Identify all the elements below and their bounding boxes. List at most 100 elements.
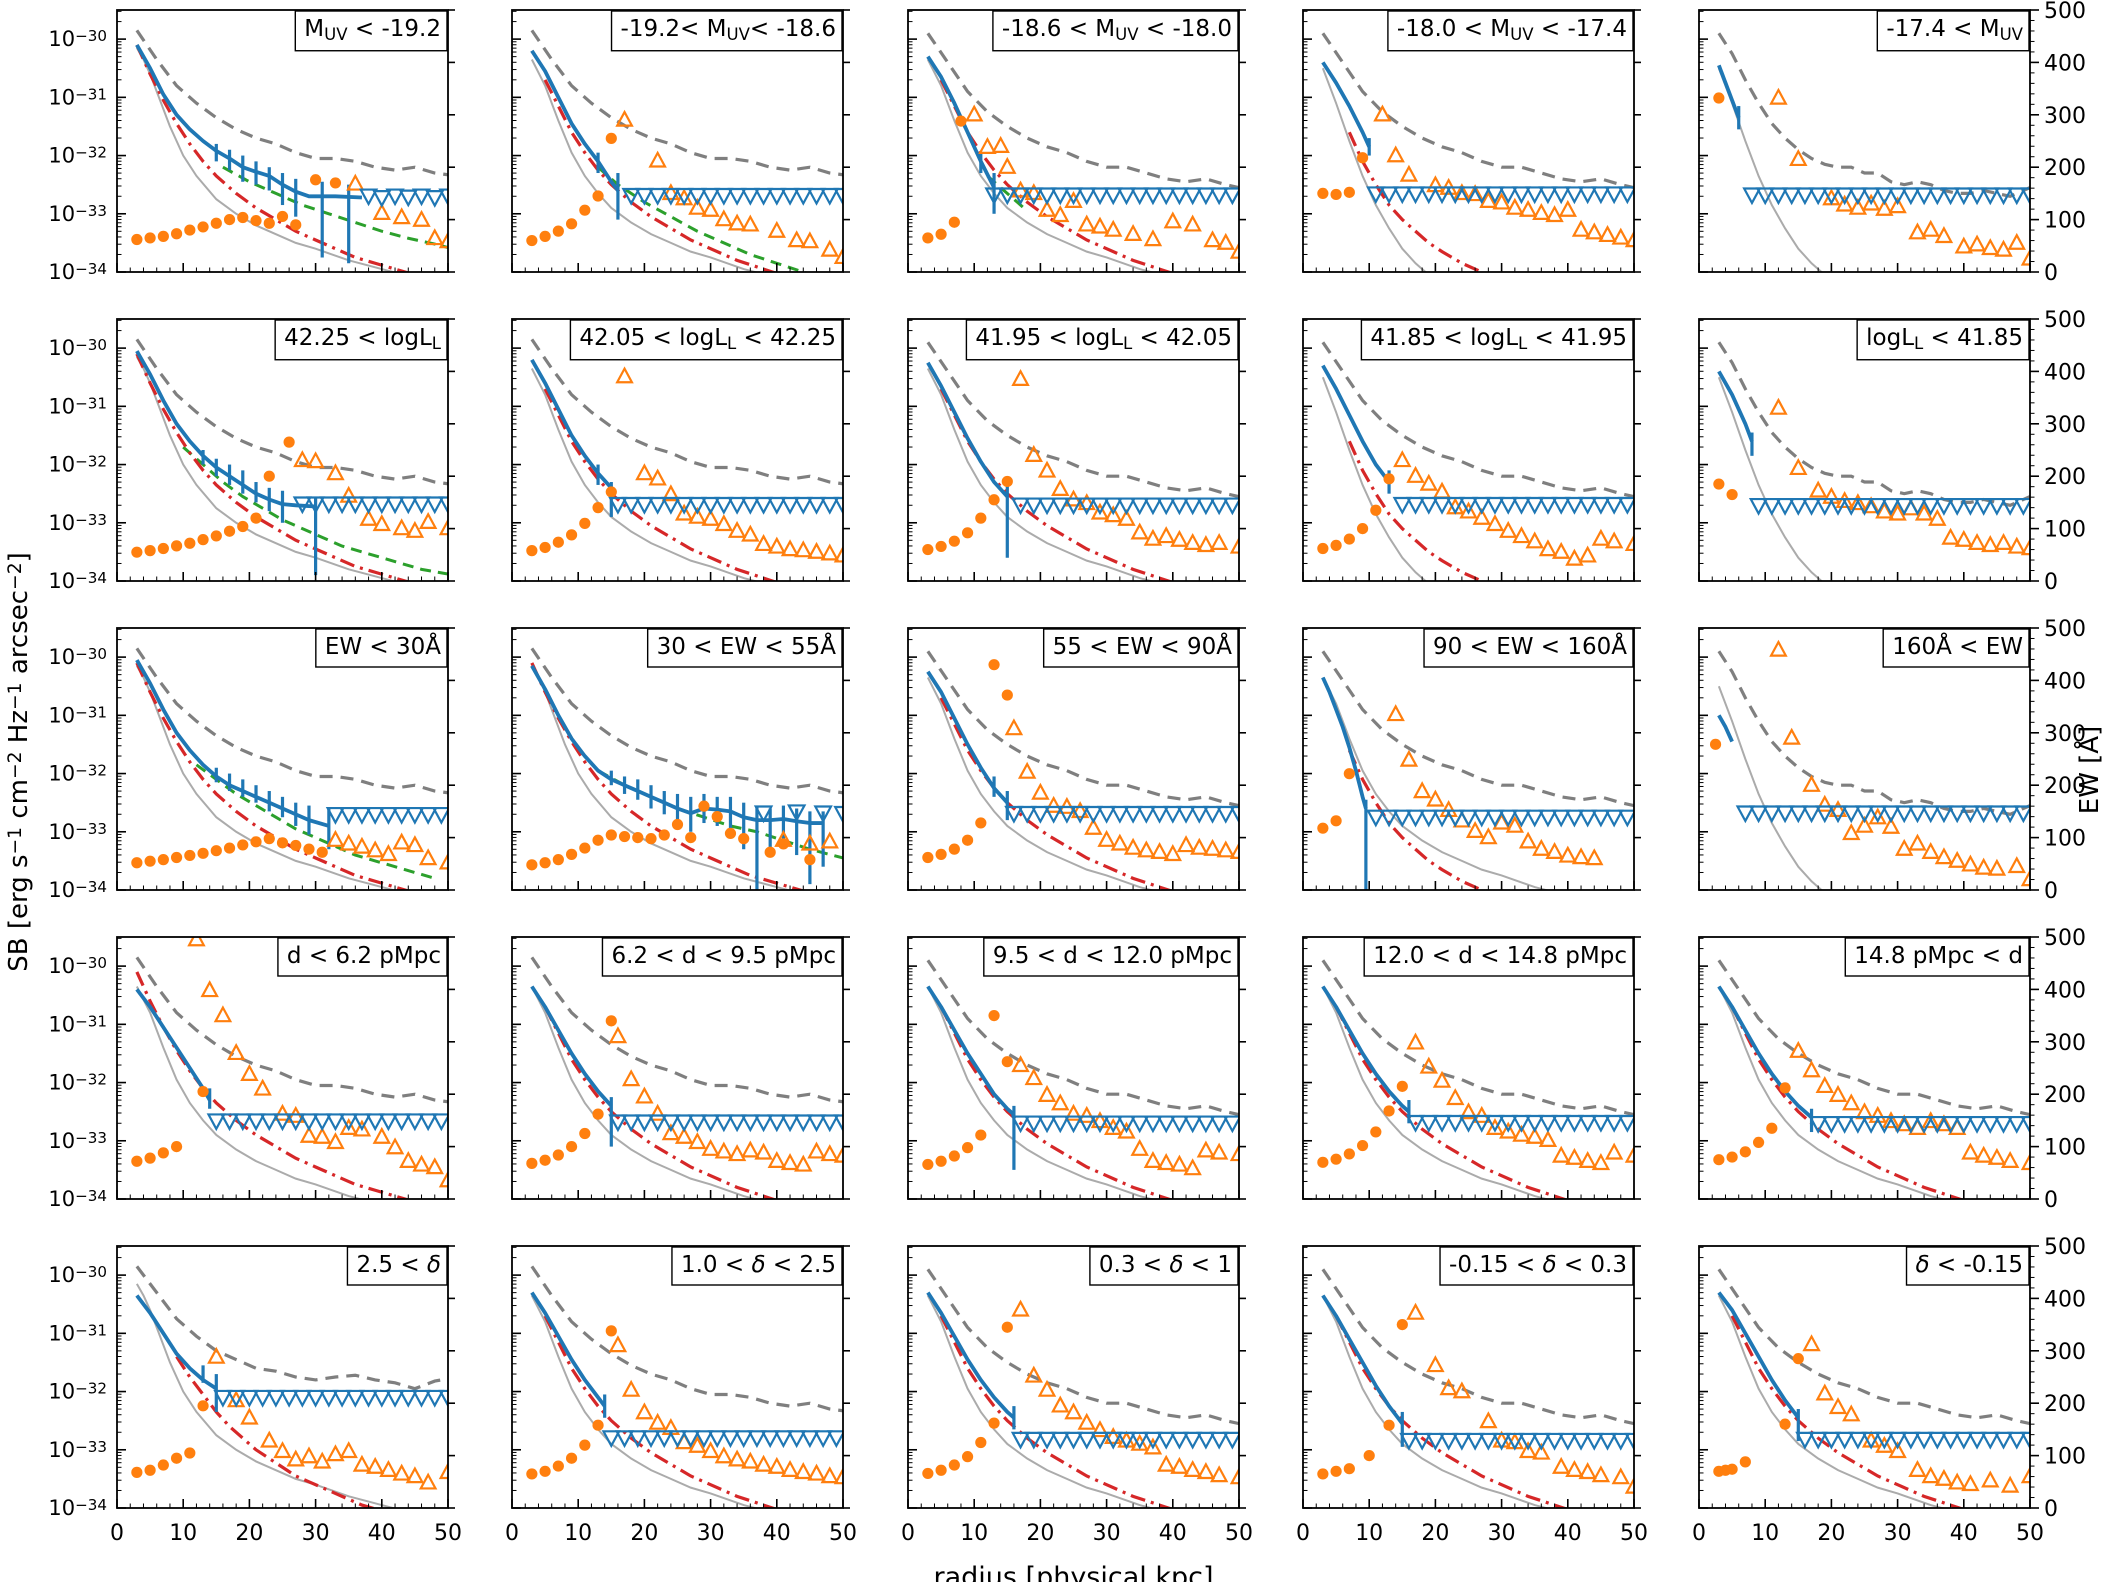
ew-triangle-up-marker	[1888, 503, 1907, 521]
ew-dot-marker	[157, 1459, 169, 1471]
ew-limit-triangle-down-marker	[1182, 1115, 1203, 1134]
ew-triangle-up-marker	[1505, 815, 1525, 833]
panel-plot-area	[1317, 650, 1634, 890]
ew-dot-marker	[961, 1142, 974, 1154]
ew-limit-triangle-down-marker	[661, 1114, 681, 1133]
ew-limit-triangle-down-marker	[438, 496, 448, 515]
panel-4-1: 1.0 < δ < 2.5 0 10 20 30 40 50	[505, 1245, 857, 1546]
panel-title: 42.25 < logLL	[284, 325, 442, 353]
psf-line	[926, 986, 1155, 1199]
sb-profile-blue-line	[926, 361, 1009, 498]
y-right-tick-label: 500	[2044, 1235, 2086, 1260]
ew-limit-triangle-down-marker	[734, 1430, 754, 1449]
ew-triangle-up-marker	[1216, 840, 1235, 858]
x-tick-label: 10	[960, 1521, 988, 1546]
ew-triangle-up-marker	[313, 1451, 332, 1469]
ew-limit-triangle-down-marker	[239, 1389, 260, 1408]
ew-triangle-up-marker	[1591, 528, 1611, 546]
upper-envelope-dashed-line	[135, 956, 448, 1104]
ew-triangle-up-marker	[1551, 1145, 1571, 1163]
ew-triangle-up-marker	[1406, 1032, 1425, 1050]
ew-limit-triangle-down-marker	[438, 1389, 448, 1408]
ew-limit-triangle-down-marker	[279, 1389, 299, 1408]
ew-triangle-up-marker	[1842, 823, 1861, 841]
panel-0-3: -18.0 < MUV < -17.4	[1302, 9, 1641, 273]
panel-title: 0.3 < δ < 1	[1099, 1252, 1232, 1278]
ew-limit-triangle-down-marker	[1921, 805, 1941, 824]
panel-title-box	[646, 628, 843, 668]
ew-limit-triangle-down-marker	[1973, 805, 1994, 824]
ew-triangle-up-marker	[1203, 230, 1222, 248]
ew-limit-triangle-down-marker	[1801, 805, 1822, 824]
x-tick-label: 50	[434, 1521, 462, 1546]
ew-triangle-up-marker	[438, 1170, 448, 1188]
panel-border	[116, 318, 449, 582]
ew-limit-triangle-down-marker	[319, 1389, 339, 1408]
ew-triangle-up-marker	[326, 463, 345, 481]
ew-triangle-up-marker	[1084, 817, 1103, 835]
y-left-tick-label: 10−34	[48, 260, 107, 284]
psf-line	[926, 368, 1155, 581]
ew-triangle-up-marker	[621, 1379, 641, 1397]
ew-triangle-up-marker	[1578, 1150, 1597, 1168]
ew-limit-triangle-down-marker	[1136, 805, 1156, 824]
panel-4-3: -0.15 < δ < 0.3 0 10 20 30 40 50	[1296, 1245, 1648, 1546]
ew-limit-triangle-down-marker	[1577, 1114, 1598, 1133]
ew-triangle-up-marker	[1216, 232, 1235, 250]
ew-triangle-up-marker	[1024, 183, 1043, 201]
ew-dot-marker	[948, 216, 960, 228]
ew-triangle-up-marker	[1209, 1465, 1229, 1483]
ew-triangle-up-marker	[1868, 1105, 1887, 1123]
ew-triangle-up-marker	[1465, 184, 1485, 202]
ew-dot-marker	[144, 545, 156, 557]
ew-dot-marker	[948, 535, 960, 547]
ew-triangle-up-marker	[754, 1454, 773, 1472]
ew-limit-triangle-down-marker	[1518, 1432, 1538, 1451]
panel-title-box	[315, 628, 448, 668]
ew-triangle-up-marker	[339, 1117, 358, 1135]
panel-title-box	[601, 937, 843, 977]
ew-triangle-up-marker	[1229, 241, 1239, 259]
panel-title: MUV < -19.2	[304, 16, 441, 44]
ew-limit-triangle-down-marker	[1591, 809, 1611, 828]
ew-triangle-up-marker	[425, 228, 444, 246]
ew-limit-triangle-down-marker	[2013, 497, 2030, 516]
ew-limit-triangle-down-marker	[391, 806, 412, 825]
panel-1-2: 41.95 < logLL < 42.05	[907, 318, 1246, 582]
ew-triangle-up-marker	[1090, 216, 1110, 234]
ew-limit-triangle-down-marker	[213, 1389, 233, 1408]
ew-limit-triangle-down-marker	[634, 187, 655, 206]
ew-limit-triangle-down-marker	[1577, 496, 1598, 515]
ew-dot-marker	[552, 225, 564, 237]
ew-limit-triangle-down-marker	[621, 1114, 641, 1133]
ew-dot-marker	[1356, 152, 1369, 164]
panel-border	[1302, 936, 1635, 1200]
ew-limit-triangle-down-marker	[1993, 1431, 2014, 1450]
ew-limit-triangle-down-marker	[1458, 1114, 1479, 1133]
ew-triangle-up-marker	[1419, 473, 1438, 491]
ew-limit-triangle-down-marker	[233, 1113, 253, 1132]
ew-limit-triangle-down-marker	[1445, 186, 1465, 205]
psf-line	[1717, 67, 1823, 272]
ew-limit-triangle-down-marker	[740, 187, 760, 206]
ew-triangle-up-marker	[1802, 774, 1821, 792]
y-left-tick-label: 10−32	[48, 452, 107, 476]
panel-title: -17.4 < MUV	[1886, 16, 2023, 44]
ew-triangle-up-marker	[1406, 1302, 1425, 1320]
ew-triangle-up-marker	[1961, 1142, 1980, 1160]
upper-envelope-dashed-line	[530, 647, 843, 795]
ew-triangle-up-marker	[1518, 831, 1538, 849]
ew-limit-triangle-down-marker	[305, 1389, 326, 1408]
panel-plot-area	[922, 650, 1239, 890]
ew-limit-triangle-down-marker	[1412, 1432, 1432, 1451]
y-right-tick-label: 300	[2044, 413, 2086, 438]
y-axis-label-sb: SB [erg s−1 cm−2 Hz−1 arcsec−2]	[4, 552, 34, 972]
x-tick-label: 10	[1751, 1521, 1779, 1546]
ew-limit-triangle-down-marker	[1624, 1432, 1634, 1451]
sb-profile-blue-line	[1321, 1294, 1404, 1425]
ew-limit-triangle-down-marker	[1116, 497, 1137, 516]
ew-limit-triangle-down-marker	[305, 496, 326, 515]
y-right-tick-label: 0	[2044, 570, 2058, 595]
y-left-tick-label: 10−32	[48, 1070, 107, 1094]
